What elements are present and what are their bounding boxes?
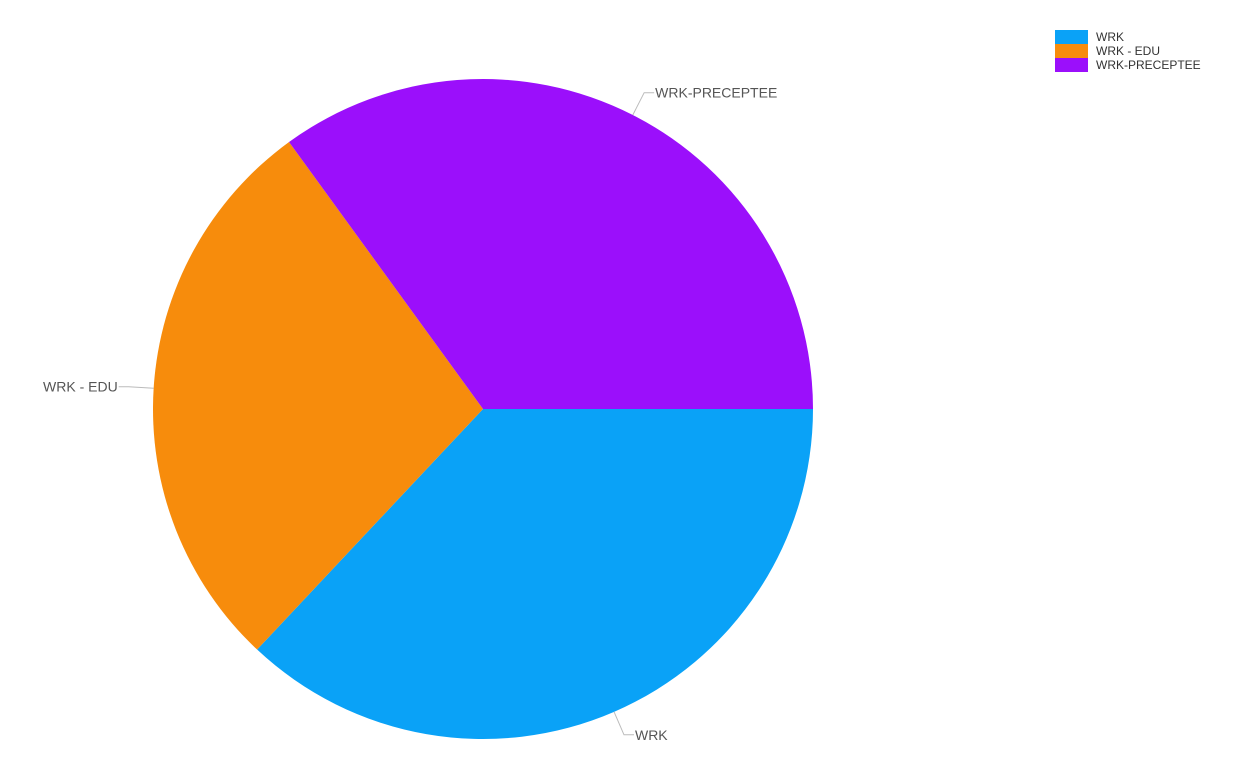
- pie-slice-wrk-edu[interactable]: [153, 142, 483, 650]
- legend: WRK WRK - EDU WRK-PRECEPTEE: [1055, 30, 1201, 72]
- legend-label: WRK: [1096, 30, 1124, 44]
- leader-line-wrk-edu: [118, 386, 154, 389]
- slice-label-wrk-preceptee: WRK-PRECEPTEE: [655, 85, 777, 101]
- legend-item-wrk-edu[interactable]: WRK - EDU: [1055, 44, 1201, 58]
- slice-label-wrk: WRK: [635, 727, 668, 743]
- leader-line-wrk-preceptee: [632, 92, 655, 116]
- legend-label: WRK-PRECEPTEE: [1096, 58, 1201, 72]
- slice-label-wrk-edu: WRK - EDU: [43, 379, 118, 395]
- legend-label: WRK - EDU: [1096, 44, 1160, 58]
- legend-swatch: [1055, 58, 1088, 72]
- legend-item-wrk[interactable]: WRK: [1055, 30, 1201, 44]
- legend-swatch: [1055, 44, 1088, 58]
- pie-slice-wrk[interactable]: [257, 409, 813, 739]
- leader-line-wrk: [613, 711, 634, 736]
- pie-slice-wrk-preceptee[interactable]: [289, 78, 813, 409]
- legend-item-wrk-preceptee[interactable]: WRK-PRECEPTEE: [1055, 58, 1201, 72]
- legend-swatch: [1055, 30, 1088, 44]
